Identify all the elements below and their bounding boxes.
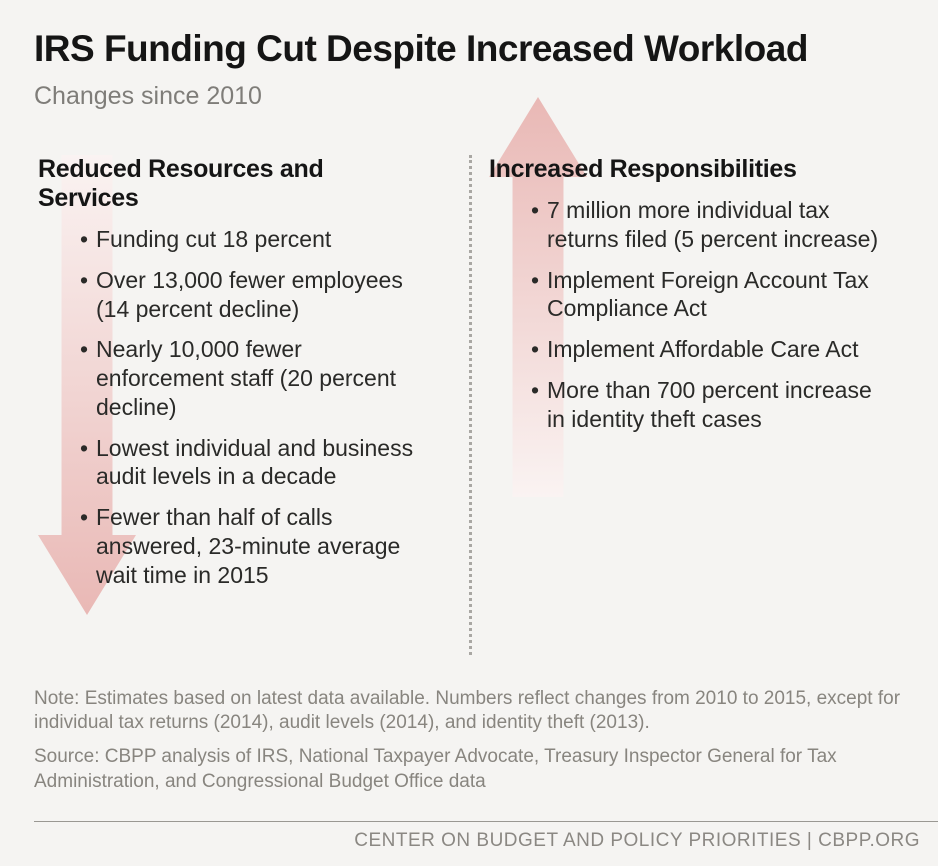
- footer: CENTER ON BUDGET AND POLICY PRIORITIES |…: [354, 830, 920, 852]
- right-column: Increased Responsibilities 7 million mor…: [457, 155, 904, 655]
- list-item: Implement Foreign Account Tax Compliance…: [535, 266, 880, 324]
- right-heading: Increased Responsibilities: [489, 155, 880, 184]
- list-item: Funding cut 18 percent: [84, 225, 429, 254]
- note-text: Note: Estimates based on latest data ava…: [34, 687, 904, 736]
- infographic: IRS Funding Cut Despite Increased Worklo…: [0, 0, 938, 866]
- footer-rule: [34, 821, 938, 822]
- list-item: 7 million more individual tax returns fi…: [535, 196, 880, 254]
- list-item: Over 13,000 fewer employees (14 percent …: [84, 266, 429, 324]
- list-item: Lowest individual and business audit lev…: [84, 434, 429, 492]
- list-item: Implement Affordable Care Act: [535, 335, 880, 364]
- columns: Reduced Resources and Services Funding c…: [34, 155, 904, 655]
- page-subtitle: Changes since 2010: [34, 82, 904, 111]
- page-title: IRS Funding Cut Despite Increased Worklo…: [34, 28, 904, 70]
- notes: Note: Estimates based on latest data ava…: [34, 687, 904, 804]
- list-item: Nearly 10,000 fewer enforcement staff (2…: [84, 335, 429, 421]
- source-text: Source: CBPP analysis of IRS, National T…: [34, 745, 904, 794]
- left-column: Reduced Resources and Services Funding c…: [34, 155, 457, 655]
- list-item: Fewer than half of calls answered, 23-mi…: [84, 503, 429, 589]
- list-item: More than 700 percent increase in identi…: [535, 376, 880, 434]
- left-heading: Reduced Resources and Services: [38, 155, 429, 213]
- right-list: 7 million more individual tax returns fi…: [489, 196, 880, 433]
- left-list: Funding cut 18 percent Over 13,000 fewer…: [38, 225, 429, 589]
